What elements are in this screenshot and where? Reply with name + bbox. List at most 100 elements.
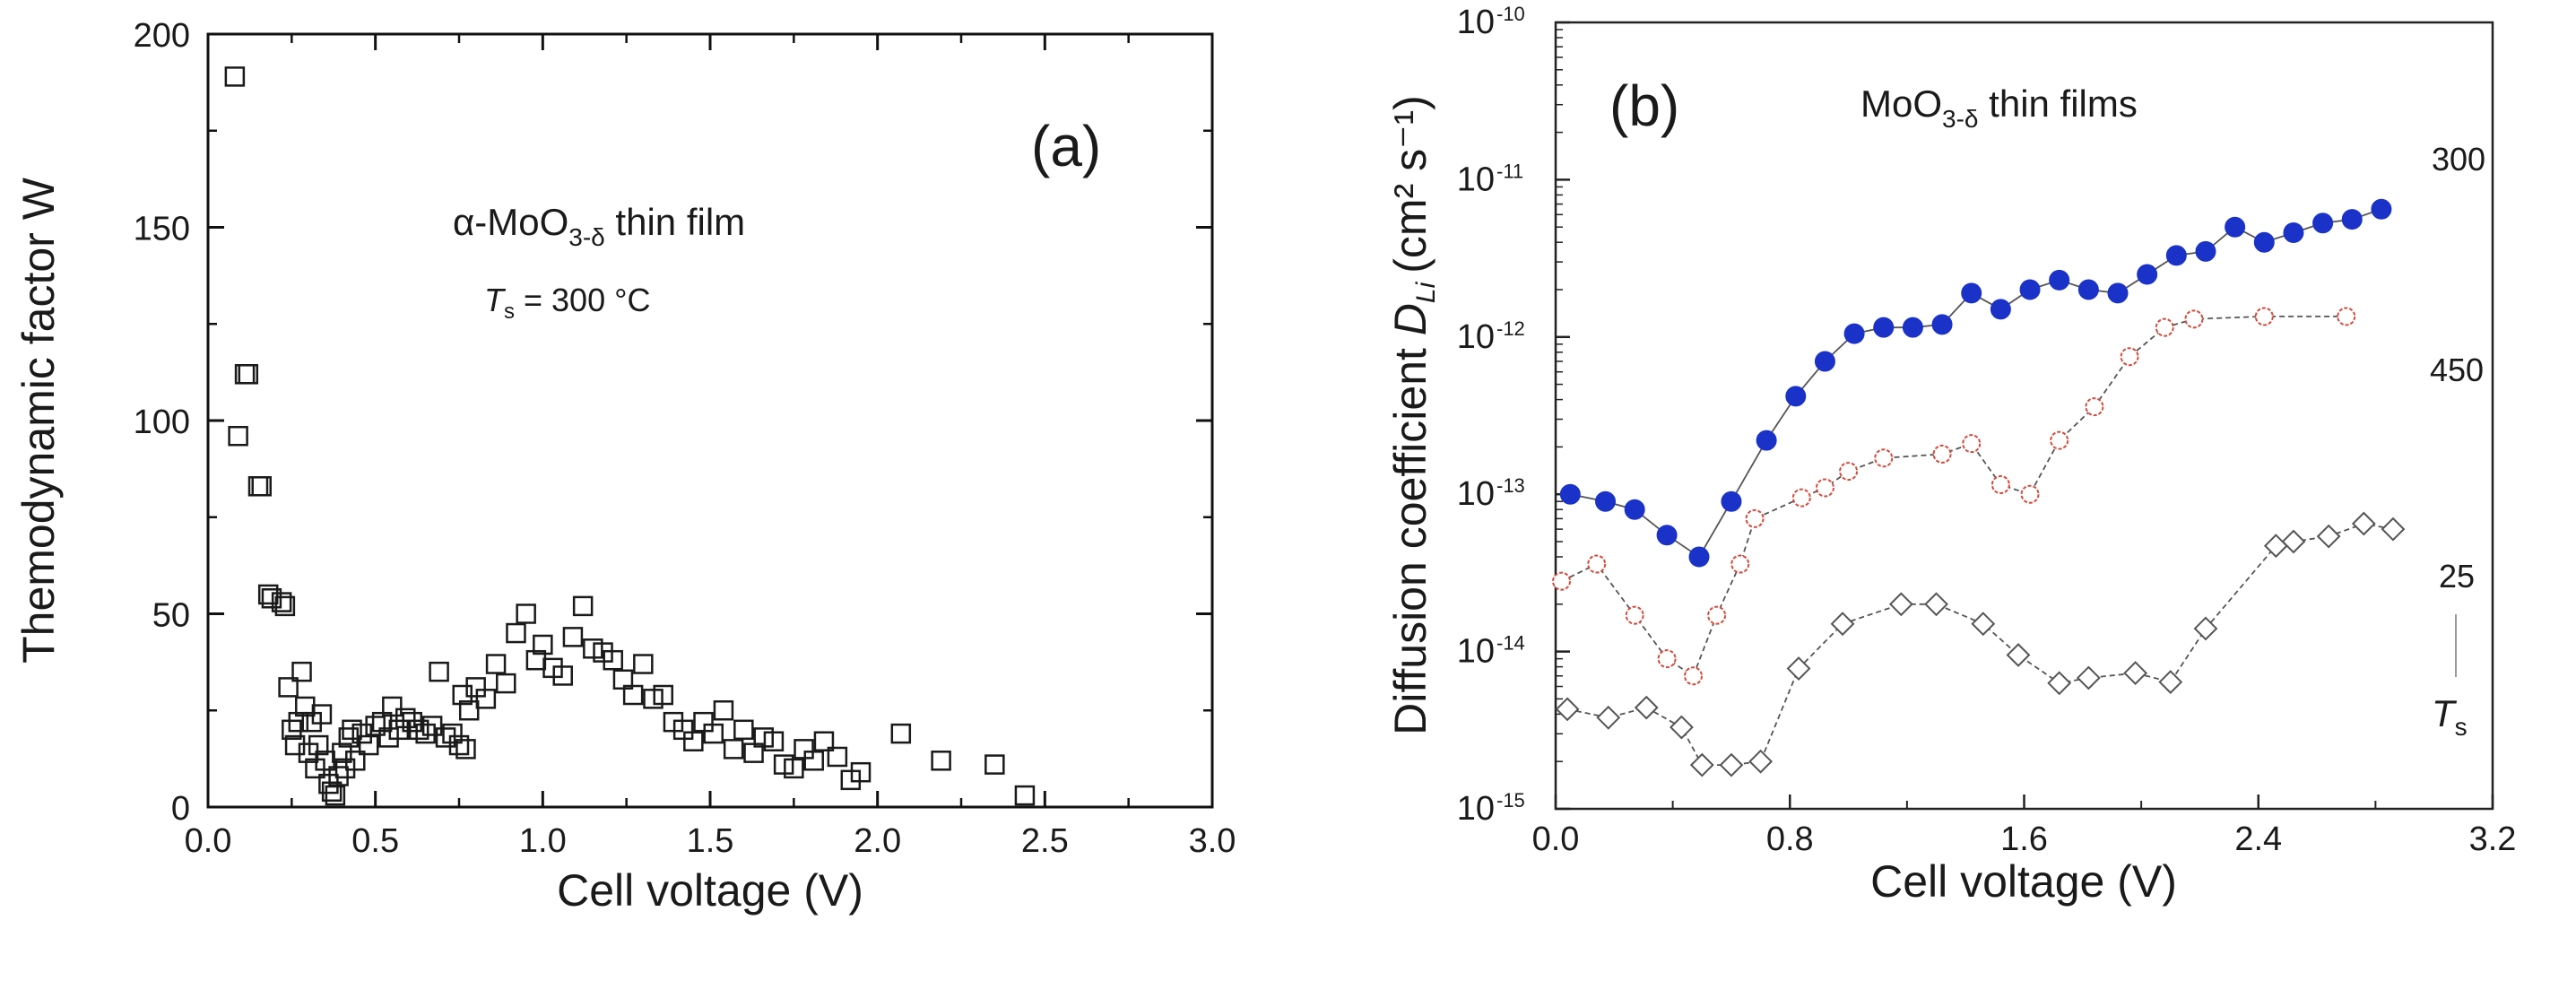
a-data-point — [328, 766, 349, 786]
b-y-tick-label: 10 — [1457, 161, 1495, 198]
data-point-300 — [1656, 525, 1678, 546]
data-point-450 — [1932, 444, 1952, 464]
a-y-tick-label: 100 — [134, 404, 190, 441]
panel-b-tag: (b) — [1609, 74, 1679, 138]
data-point-450 — [2120, 347, 2139, 367]
a-x-tick-label: 2.0 — [854, 822, 901, 860]
panel-b-axis-ticks: 0.0 0.8 1.6 2.4 3.210-1510-1410-1310-1210-11… — [1457, 3, 2517, 858]
a-data-point — [288, 711, 309, 733]
a-x-tick-label: 1.5 — [687, 822, 734, 860]
data-point-450 — [1791, 488, 1811, 508]
panel-b-y-title-var-sub: Li — [1411, 281, 1441, 303]
a-data-point — [552, 665, 573, 686]
panel-a-material-annotation: α-MoO3-δ thin film — [453, 201, 745, 251]
a-data-point — [763, 731, 785, 751]
panel-a-y-axis-title: Themodynamic factor W — [13, 177, 64, 664]
panel-b-plot-frame — [1554, 21, 2494, 811]
a-data-point — [282, 719, 302, 741]
data-point-25 — [2351, 511, 2376, 536]
a-data-point — [415, 723, 436, 744]
a-data-point — [984, 754, 1005, 775]
panel-b-material-prefix: MoO — [1860, 82, 1942, 125]
b-x-tick-label: 3.2 — [2469, 820, 2517, 858]
b-y-tick-exponent: -10 — [1496, 3, 1525, 25]
a-data-point — [408, 719, 429, 741]
data-point-25 — [1786, 656, 1811, 681]
panel-a-ts-annotation: Ts = 300 °C — [484, 282, 651, 324]
a-data-point — [351, 723, 372, 744]
b-y-tick-label: 10 — [1457, 633, 1495, 671]
data-point-450 — [1625, 605, 1644, 625]
data-point-25 — [1689, 752, 1714, 777]
a-data-point — [723, 739, 744, 760]
a-data-point — [224, 66, 246, 87]
panel-a-x-axis-title: Cell voltage (V) — [557, 865, 863, 916]
data-point-300 — [2049, 269, 2070, 291]
a-x-tick-label: 2.5 — [1021, 822, 1069, 860]
a-data-point — [332, 742, 352, 763]
data-point-300 — [1624, 499, 1645, 520]
data-point-25 — [2281, 529, 2306, 554]
data-point-450 — [1874, 448, 1894, 468]
a-data-point — [257, 584, 279, 605]
a-x-tick-label: 3.0 — [1189, 822, 1236, 860]
data-point-300 — [1843, 323, 1865, 344]
panel-a-ts-symbol: T — [484, 282, 507, 318]
data-point-300 — [1873, 317, 1895, 338]
a-data-point — [421, 716, 443, 736]
a-data-point — [525, 649, 547, 671]
data-point-450 — [1730, 554, 1750, 574]
data-point-300 — [2165, 245, 2187, 266]
a-data-point — [784, 758, 804, 779]
a-data-point — [496, 673, 516, 694]
data-point-300 — [1931, 314, 1953, 335]
a-y-tick-label: 200 — [134, 17, 190, 55]
a-data-point — [442, 723, 463, 744]
data-point-450 — [1745, 508, 1765, 528]
b-y-tick-exponent: -13 — [1496, 474, 1525, 497]
panel-b-material-sub: 3-δ — [1942, 105, 1978, 133]
data-point-300 — [1595, 490, 1617, 512]
data-point-300 — [1990, 299, 2011, 320]
data-point-450 — [1683, 666, 1703, 686]
data-point-450 — [1839, 462, 1859, 482]
data-point-25 — [1719, 752, 1744, 777]
data-point-300 — [1902, 317, 1923, 338]
data-point-300 — [1688, 546, 1710, 568]
panel-a-ts-value: = 300 °C — [515, 282, 651, 318]
data-point-300 — [2107, 282, 2129, 304]
a-data-point — [338, 727, 360, 748]
panel-a-material-sub: 3-δ — [568, 223, 604, 251]
a-data-point — [388, 719, 410, 741]
b-y-tick-exponent: -12 — [1496, 317, 1525, 340]
a-data-point — [228, 425, 248, 447]
series-line-300 — [1570, 208, 2382, 559]
a-data-point — [850, 761, 872, 783]
a-data-point — [278, 677, 299, 698]
data-point-450 — [2020, 484, 2040, 504]
panel-b-material-suffix: thin films — [1979, 82, 2138, 125]
panel-a-material-suffix: thin film — [605, 201, 745, 243]
a-data-point — [475, 689, 497, 709]
a-data-point — [622, 684, 644, 706]
a-data-point — [931, 751, 951, 771]
data-point-25 — [1596, 705, 1621, 730]
a-data-point — [315, 751, 335, 771]
a-data-point — [251, 476, 272, 497]
panel-a-data-points — [224, 66, 1036, 806]
a-data-point — [395, 708, 416, 729]
data-point-25 — [1924, 592, 1948, 617]
a-data-point — [308, 734, 329, 756]
a-data-point — [713, 700, 734, 721]
a-data-point — [813, 731, 835, 751]
data-point-300 — [1756, 430, 1777, 451]
data-point-450 — [1815, 478, 1834, 498]
data-point-300 — [2195, 240, 2216, 262]
series-line-450 — [1561, 316, 2346, 678]
series-ts-sub: s — [2455, 713, 2468, 741]
panel-b-data-points — [1552, 198, 2406, 777]
panel-b-material-annotation: MoO3-δ thin films — [1860, 82, 2138, 133]
a-data-point — [653, 684, 673, 706]
a-data-point — [291, 661, 312, 682]
